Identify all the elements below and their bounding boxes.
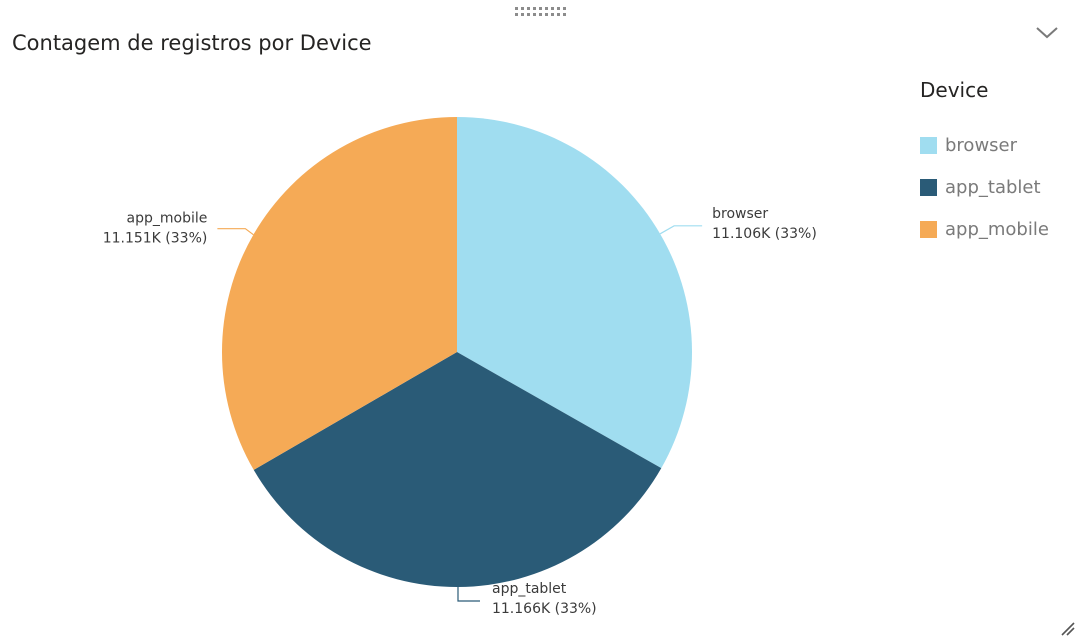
data-label-value: 11.106K (33%) <box>712 226 817 242</box>
legend-swatch <box>920 136 937 154</box>
leader-line-app-mobile <box>217 228 254 236</box>
data-label-value: 11.166K (33%) <box>492 601 597 617</box>
legend-item-browser[interactable]: browser <box>920 124 1049 166</box>
data-label-category: app_tablet <box>492 581 567 597</box>
pie-slice-browser[interactable] <box>457 117 692 469</box>
legend-swatch <box>920 220 937 238</box>
chevron-down-icon[interactable] <box>1034 22 1060 42</box>
legend-swatch <box>920 178 937 196</box>
data-label-category: browser <box>712 206 768 222</box>
legend-item-app-tablet[interactable]: app_tablet <box>920 166 1049 208</box>
leader-line-app-tablet <box>457 586 480 602</box>
legend-label: app_mobile <box>945 218 1049 240</box>
pie-slice-app-tablet[interactable] <box>253 352 662 587</box>
data-label-category: app_mobile <box>127 211 208 227</box>
pie-slice-app-mobile[interactable] <box>221 117 457 470</box>
data-label-value: 11.151K (33%) <box>103 231 208 247</box>
legend: Device browser app_tablet app_mobile <box>920 78 1049 250</box>
legend-title: Device <box>920 78 989 102</box>
legend-label: app_tablet <box>945 176 1041 198</box>
legend-label: browser <box>945 134 1018 156</box>
pie-chart: browser 11.106K (33%) app_tablet 11.166K (3… <box>103 117 817 617</box>
legend-item-app-mobile[interactable]: app_mobile <box>920 208 1049 250</box>
drag-handle-icon[interactable] <box>515 7 566 17</box>
leader-line-browser <box>659 225 703 235</box>
resize-grip-icon[interactable] <box>1058 619 1076 637</box>
chart-title: Contagem de registros por Device <box>12 31 372 55</box>
